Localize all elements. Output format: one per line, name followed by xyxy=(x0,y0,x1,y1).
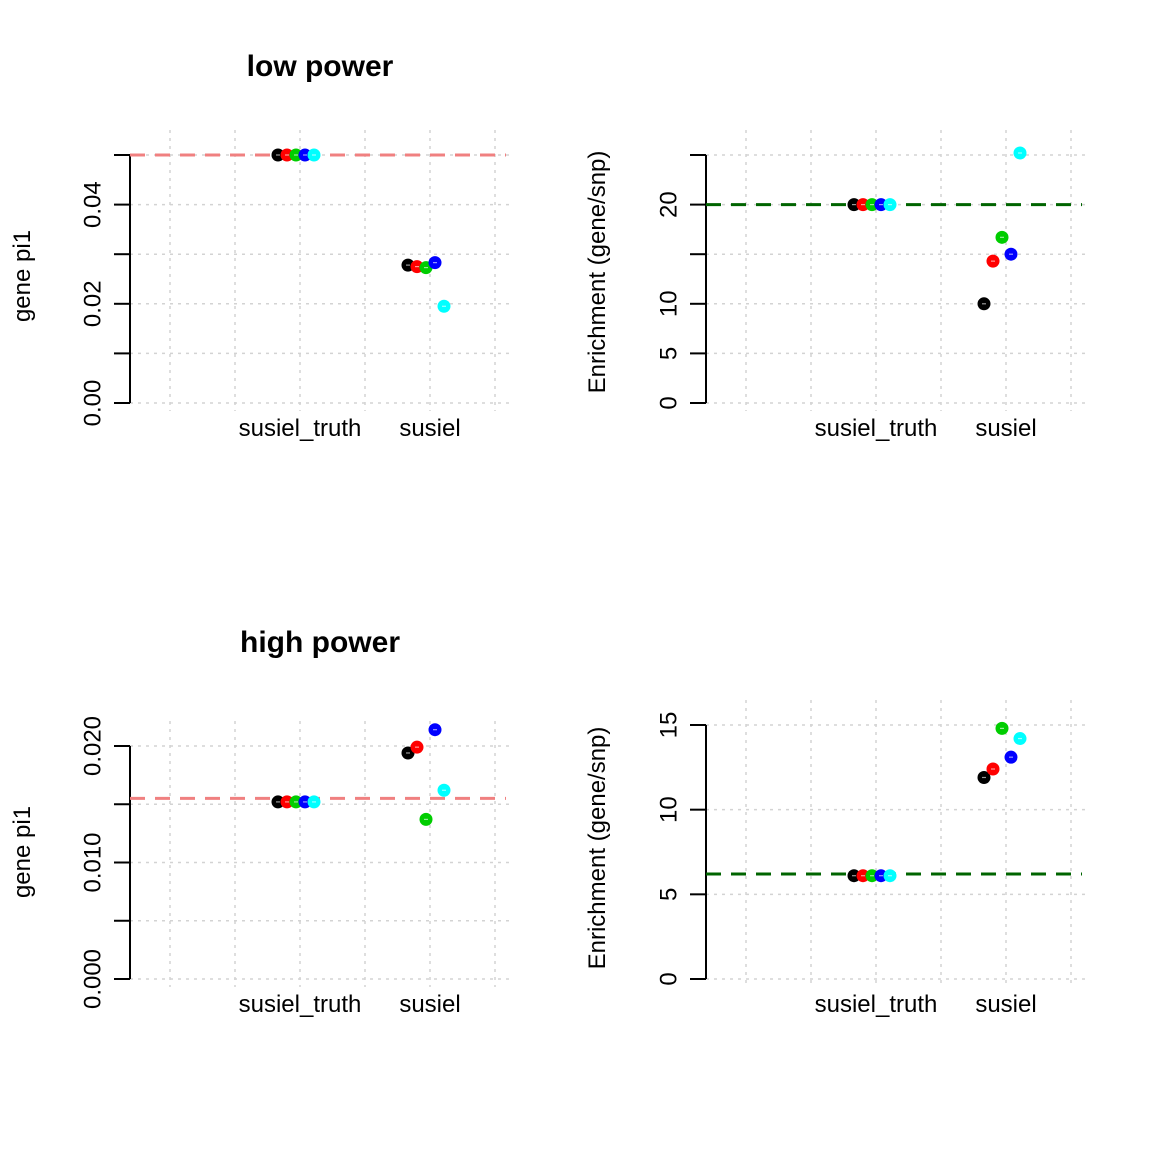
chart-title: high power xyxy=(240,626,400,659)
chart-title: low power xyxy=(247,50,394,83)
y-tick-label: 10 xyxy=(655,290,682,317)
y-tick-label: 5 xyxy=(655,888,682,901)
panel-high-power-enrichment: Enrichment (gene/snp) 0 5 10 15 susiel_truth… xyxy=(584,700,1086,1018)
x-tick-label: susiel_truth xyxy=(815,415,938,442)
x-tick-label: susiel_truth xyxy=(239,991,362,1018)
y-tick-label: 5 xyxy=(655,347,682,360)
y-tick-label: 15 xyxy=(655,712,682,739)
y-tick-label: 0.02 xyxy=(79,280,106,327)
panel-high-power-gene-pi1: high power gene pi1 0.000 0.010 0.020 susie… xyxy=(9,626,510,1018)
y-tick-label: 10 xyxy=(655,796,682,823)
y-axis-label: gene pi1 xyxy=(9,806,36,898)
y-tick-label: 0.020 xyxy=(79,716,106,776)
y-tick-label: 0.000 xyxy=(79,949,106,1009)
y-tick-label: 0.04 xyxy=(79,181,106,228)
x-tick-label: susiel_truth xyxy=(239,415,362,442)
y-tick-label: 0.00 xyxy=(79,380,106,427)
x-tick-label: susiel xyxy=(975,991,1036,1018)
panel-low-power-gene-pi1: low power gene pi1 0.00 0.02 0.04 susiel_tr… xyxy=(9,50,510,442)
y-tick-label: 20 xyxy=(655,191,682,218)
y-axis-label: gene pi1 xyxy=(9,230,36,322)
x-tick-label: susiel xyxy=(399,991,460,1018)
x-tick-label: susiel xyxy=(399,415,460,442)
x-tick-label: susiel_truth xyxy=(815,991,938,1018)
y-axis-label: Enrichment (gene/snp) xyxy=(584,727,611,970)
y-axis-label: Enrichment (gene/snp) xyxy=(584,151,611,394)
y-tick-label: 0.010 xyxy=(79,832,106,892)
x-tick-label: susiel xyxy=(975,415,1036,442)
y-tick-label: 0 xyxy=(655,396,682,409)
y-tick-label: 0 xyxy=(655,972,682,985)
panel-low-power-enrichment: Enrichment (gene/snp) 0 5 10 20 susiel_truth… xyxy=(584,130,1086,442)
